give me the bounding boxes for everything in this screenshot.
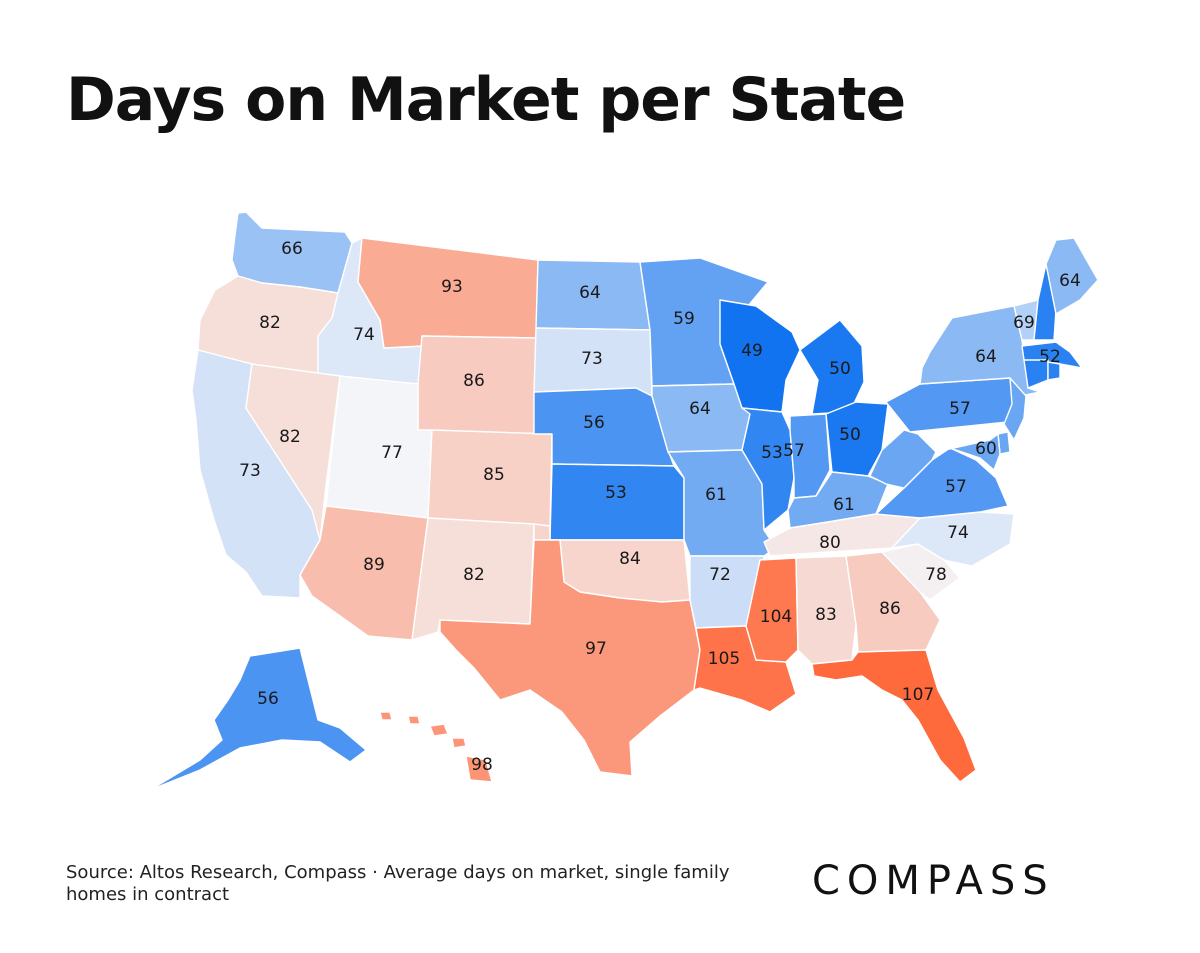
state-ak [149, 647, 367, 791]
value-label-wa: 66 [281, 239, 303, 259]
value-label-nh: 52 [1039, 347, 1061, 367]
page-title: Days on Market per State [66, 65, 906, 135]
value-label-sd: 73 [581, 349, 603, 369]
value-label-il: 53 [761, 443, 783, 463]
value-label-al: 83 [815, 605, 837, 625]
value-label-in: 57 [783, 441, 805, 461]
state-md [935, 433, 1001, 471]
state-ri [1047, 361, 1061, 381]
value-label-tn: 80 [819, 533, 841, 553]
value-label-ne: 56 [583, 413, 605, 433]
value-label-mt: 93 [441, 277, 463, 297]
state-ut [325, 375, 433, 519]
value-label-mi: 50 [829, 359, 851, 379]
state-ny [919, 305, 1041, 397]
state-me [1045, 237, 1099, 315]
source-note: Source: Altos Research, Compass · Averag… [66, 862, 730, 905]
value-label-la: 105 [708, 649, 740, 669]
state-nh [1033, 263, 1057, 341]
value-label-nd: 64 [579, 283, 601, 303]
value-label-ks: 53 [605, 483, 627, 503]
value-label-ms: 104 [760, 607, 792, 627]
value-label-ar: 72 [709, 565, 731, 585]
state-mi [799, 319, 865, 415]
value-label-ut: 77 [381, 443, 403, 463]
value-label-mn: 59 [673, 309, 695, 329]
state-fl [811, 649, 977, 783]
value-label-nm: 82 [463, 565, 485, 585]
value-label-mo: 61 [705, 485, 727, 505]
value-label-id: 74 [353, 325, 375, 345]
value-label-me: 64 [1059, 271, 1081, 291]
value-label-ga: 86 [879, 599, 901, 619]
state-nj [1003, 377, 1027, 441]
value-label-ak: 56 [257, 689, 279, 709]
state-il [741, 407, 795, 531]
value-label-fl: 107 [902, 685, 934, 705]
value-label-tx: 97 [585, 639, 607, 659]
value-label-va: 57 [945, 477, 967, 497]
value-label-oh: 50 [839, 425, 861, 445]
value-label-ok: 84 [619, 549, 641, 569]
value-label-sc: 78 [925, 565, 947, 585]
value-label-wi: 49 [741, 341, 763, 361]
value-label-co: 85 [483, 465, 505, 485]
value-label-az: 89 [363, 555, 385, 575]
value-label-hi: 98 [471, 755, 493, 775]
compass-logo: COMPASS [812, 858, 1055, 904]
value-label-nc: 74 [947, 523, 969, 543]
value-label-ia: 64 [689, 399, 711, 419]
value-label-wv: 60 [975, 439, 997, 459]
state-tx [439, 539, 701, 777]
state-wi [719, 299, 801, 413]
value-label-ca: 73 [239, 461, 261, 481]
value-label-ny: 64 [975, 347, 997, 367]
state-hi [379, 711, 493, 783]
value-label-or: 82 [259, 313, 281, 333]
value-label-wy: 86 [463, 371, 485, 391]
value-label-ky: 61 [833, 495, 855, 515]
value-label-nv: 82 [279, 427, 301, 447]
value-label-pa: 57 [949, 399, 971, 419]
value-label-vt: 69 [1013, 313, 1035, 333]
